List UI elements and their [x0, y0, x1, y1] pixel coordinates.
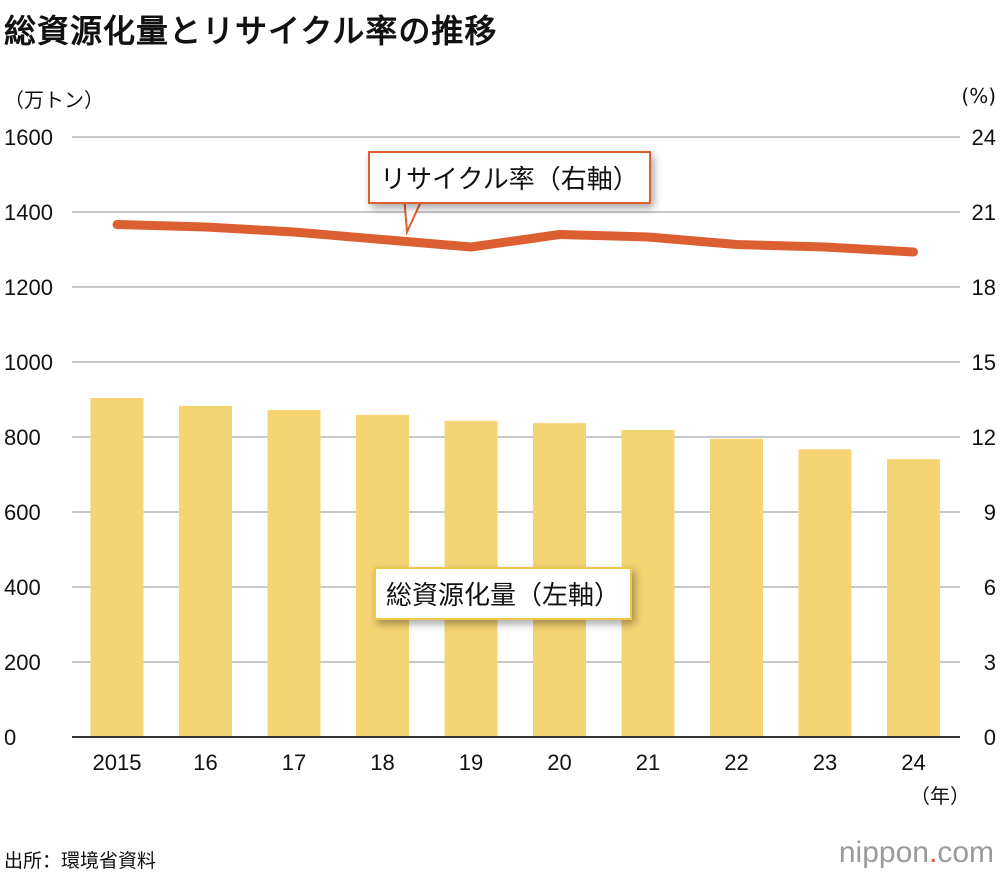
- right-tick-label: 18: [972, 275, 996, 300]
- right-axis-unit: (%): [961, 84, 996, 108]
- right-tick-label: 21: [972, 200, 996, 225]
- left-tick-label: 400: [4, 575, 41, 600]
- line-series: [112, 220, 918, 257]
- bar: [179, 405, 232, 737]
- right-tick-label: 6: [984, 575, 996, 600]
- left-axis-unit: （万トン）: [4, 88, 104, 112]
- left-tick-label: 1000: [4, 350, 53, 375]
- x-tick-label: 20: [547, 750, 571, 775]
- right-tick-label: 0: [984, 725, 996, 750]
- x-tick-label: 2015: [93, 750, 142, 775]
- x-tick-label: 23: [813, 750, 837, 775]
- chart-title: 総資源化量とリサイクル率の推移: [4, 12, 498, 50]
- x-tick-label: 19: [459, 750, 483, 775]
- right-tick-label: 9: [984, 500, 996, 525]
- right-tick-label: 12: [972, 425, 996, 450]
- bar-series-label: 総資源化量（左軸）: [374, 567, 633, 620]
- x-tick-label: 17: [282, 750, 306, 775]
- left-tick-label: 0: [4, 725, 16, 750]
- x-tick-label: 22: [724, 750, 748, 775]
- left-tick-label: 1600: [4, 125, 53, 150]
- left-tick-label: 1200: [4, 275, 53, 300]
- left-tick-label: 200: [4, 650, 41, 675]
- left-tick-label: 1400: [4, 200, 53, 225]
- source-note: 出所：環境省資料: [4, 850, 157, 872]
- bar: [267, 410, 321, 737]
- right-tick-label: 3: [984, 650, 996, 675]
- x-axis-unit: （年）: [910, 784, 970, 808]
- bar: [798, 449, 852, 737]
- bar: [887, 459, 940, 737]
- line-series-label: リサイクル率（右軸）: [368, 151, 651, 204]
- left-tick-label: 600: [4, 500, 41, 525]
- bar: [710, 438, 763, 737]
- right-tick-label: 24: [972, 125, 996, 150]
- left-tick-label: 800: [4, 425, 41, 450]
- nippon-logo: nippon.com: [838, 836, 994, 869]
- x-tick-label: 18: [370, 750, 394, 775]
- bar: [90, 398, 144, 737]
- x-tick-label: 21: [636, 750, 660, 775]
- x-tick-label: 16: [193, 750, 217, 775]
- x-tick-label: 24: [901, 750, 925, 775]
- right-tick-label: 15: [972, 350, 996, 375]
